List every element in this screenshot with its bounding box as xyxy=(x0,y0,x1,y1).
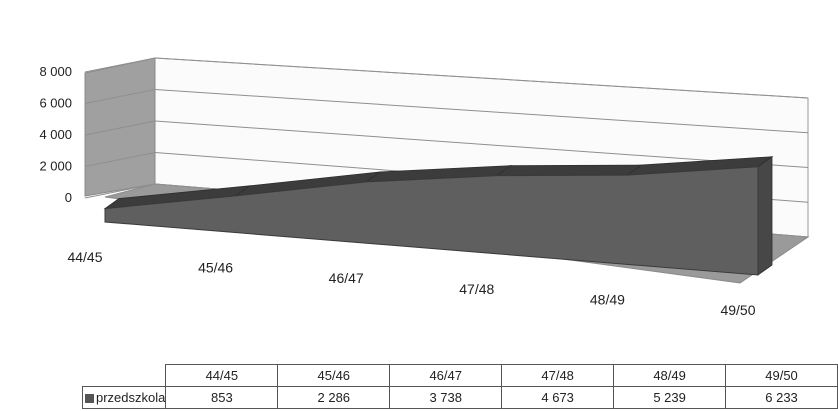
x-tick-label: 45/46 xyxy=(198,260,233,276)
area-chart: 0 2 000 4 000 6 000 8 000 44/45 45/46 46/47 47/… xyxy=(39,57,810,318)
data-table-cell: 5 239 xyxy=(613,386,727,409)
y-tick-label: 8 000 xyxy=(39,64,72,79)
y-tick-label: 2 000 xyxy=(39,159,72,174)
data-table: 44/45 45/46 46/47 47/48 48/49 49/50 prze… xyxy=(81,364,838,409)
area-end-face xyxy=(757,155,773,276)
legend-entry: przedszkola xyxy=(81,386,167,409)
data-table-corner xyxy=(82,364,167,387)
x-tick-label: 49/50 xyxy=(720,302,755,318)
gridline xyxy=(154,89,809,134)
data-table-cell: 2 286 xyxy=(277,386,391,409)
gridline-side xyxy=(84,183,156,199)
area-top-face xyxy=(495,164,643,177)
y-axis-ticks: 0 2 000 4 000 6 000 8 000 xyxy=(39,64,72,205)
x-tick-label: 44/45 xyxy=(67,249,102,265)
legend-label: przedszkola xyxy=(96,390,166,405)
gridline-side xyxy=(84,57,156,73)
gridline xyxy=(154,120,809,168)
area-series-przedszkola xyxy=(104,166,759,276)
data-table-header: 47/48 xyxy=(501,364,615,387)
x-axis-ticks: 44/45 45/46 46/47 47/48 48/49 49/50 xyxy=(67,249,755,318)
x-tick-label: 48/49 xyxy=(590,291,625,307)
y-tick-label: 0 xyxy=(65,190,72,205)
y-tick-label: 4 000 xyxy=(39,127,72,142)
y-tick-label: 6 000 xyxy=(39,96,72,111)
data-table-header: 49/50 xyxy=(725,364,838,387)
data-table-row: przedszkola 853 2 286 3 738 4 673 5 239 … xyxy=(81,386,838,409)
data-table-cell: 853 xyxy=(165,386,279,409)
legend-swatch xyxy=(85,394,94,403)
data-table-cell: 6 233 xyxy=(725,386,838,409)
gridline xyxy=(154,57,809,99)
series-layer xyxy=(103,155,774,276)
data-table-header: 48/49 xyxy=(613,364,727,387)
data-table-header-row: 44/45 45/46 46/47 47/48 48/49 49/50 xyxy=(82,364,838,387)
gridline-side xyxy=(84,89,156,104)
gridline-side xyxy=(84,120,156,136)
data-table-header: 45/46 xyxy=(277,364,391,387)
data-table-header: 46/47 xyxy=(389,364,503,387)
gridline-side xyxy=(84,152,156,167)
data-table-header: 44/45 xyxy=(165,364,279,387)
side-wall xyxy=(84,57,156,197)
x-tick-label: 47/48 xyxy=(459,281,494,297)
data-table-cell: 4 673 xyxy=(501,386,615,409)
data-table-cell: 3 738 xyxy=(389,386,503,409)
x-tick-label: 46/47 xyxy=(329,270,364,286)
